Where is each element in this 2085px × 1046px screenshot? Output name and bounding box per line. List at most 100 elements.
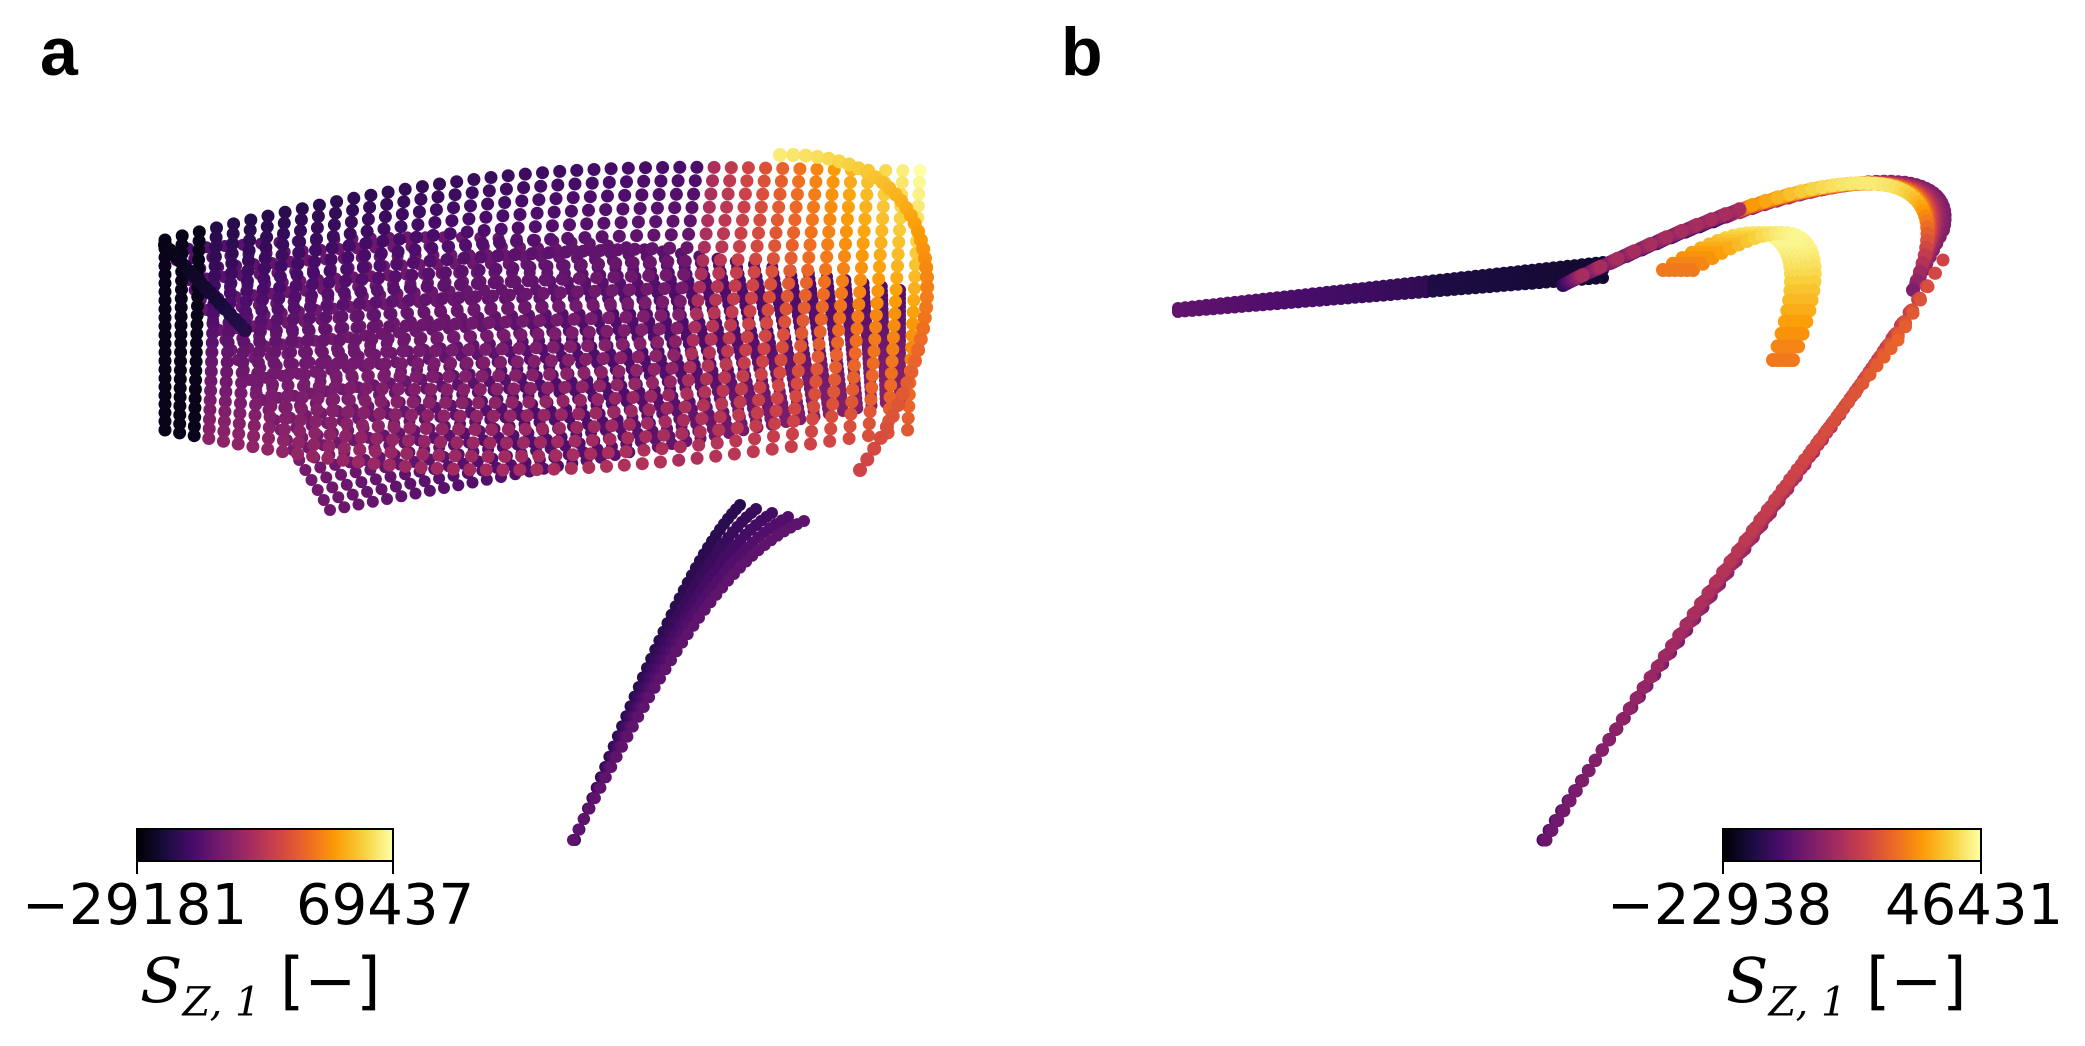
- scatter-point: [256, 293, 269, 307]
- scatter-point: [610, 378, 624, 392]
- scatter-point: [623, 418, 636, 431]
- scatter-point: [640, 416, 654, 430]
- colorbar-subscript-a: Z, 1: [182, 979, 261, 1026]
- scatter-point: [626, 256, 640, 270]
- scatter-point: [202, 432, 216, 445]
- scatter-point: [361, 485, 374, 498]
- scatter-point: [1768, 493, 1782, 507]
- scatter-point: [844, 407, 858, 421]
- scatter-point: [585, 433, 599, 447]
- scatter-point: [772, 200, 786, 214]
- scatter-point: [286, 312, 300, 326]
- scatter-point: [583, 190, 597, 204]
- scatter-point: [588, 792, 601, 805]
- scatter-point: [427, 357, 441, 371]
- scatter-point: [398, 182, 412, 196]
- scatter-point: [340, 417, 354, 431]
- scatter-point: [558, 380, 572, 394]
- scatter-point: [261, 209, 275, 223]
- scatter-point: [742, 317, 756, 331]
- scatter-point: [610, 750, 623, 763]
- scatter-point: [225, 247, 239, 260]
- scatter-point: [840, 212, 854, 226]
- scatter-point: [329, 206, 342, 220]
- scatter-point: [667, 348, 681, 362]
- scatter-point: [775, 340, 789, 354]
- scatter-point: [580, 217, 594, 231]
- scatter-point: [395, 490, 408, 503]
- scatter-point: [454, 278, 467, 292]
- scatter-point: [710, 280, 724, 293]
- scatter-point: [249, 398, 263, 412]
- scatter-point: [886, 342, 900, 356]
- scatter-point: [818, 275, 831, 289]
- scatter-point: [307, 266, 320, 280]
- scatter-point: [462, 212, 476, 226]
- scatter-point: [596, 352, 610, 366]
- scatter-point: [888, 307, 902, 321]
- scatter-point: [457, 251, 471, 265]
- scatter-point: [1576, 268, 1590, 282]
- scatter-point: [236, 356, 250, 369]
- scatter-point: [660, 401, 674, 415]
- scatter-point: [790, 187, 804, 201]
- scatter-point: [232, 417, 246, 431]
- scatter-point: [521, 274, 535, 288]
- scatter-point: [665, 654, 677, 667]
- scatter-point: [472, 396, 485, 410]
- scatter-point: [375, 483, 388, 496]
- scatter-point: [224, 266, 238, 280]
- scatter-point: [1799, 314, 1814, 329]
- scatter-point: [242, 254, 255, 268]
- scatter-point: [576, 244, 590, 258]
- scatter-point: [1760, 503, 1774, 517]
- scatter-point: [374, 247, 388, 260]
- scatter-point: [821, 151, 836, 166]
- scatter-point: [190, 336, 203, 350]
- scatter-point: [387, 420, 401, 434]
- scatter-point: [518, 422, 532, 436]
- scatter-point: [568, 177, 582, 191]
- scatter-point: [762, 290, 776, 304]
- scatter-point: [885, 354, 899, 368]
- scatter-point: [713, 253, 727, 267]
- scatter-point: [278, 412, 292, 425]
- scatter-point: [677, 413, 690, 427]
- scatter-point: [484, 302, 498, 316]
- scatter-point: [865, 381, 879, 394]
- scatter-point: [435, 422, 449, 436]
- scatter-point: [534, 179, 548, 193]
- scatter-point: [913, 332, 928, 347]
- scatter-point: [1805, 181, 1820, 196]
- scatter-point: [301, 334, 314, 348]
- scatter-point: [352, 498, 365, 511]
- scatter-point: [1718, 207, 1733, 222]
- scatter-point: [403, 421, 417, 435]
- scatter-point: [740, 174, 754, 188]
- scatter-point: [879, 164, 893, 177]
- scatter-point: [361, 369, 375, 383]
- scatter-point: [358, 248, 372, 262]
- scatter-point: [232, 427, 246, 441]
- scatter-point: [866, 356, 880, 370]
- scatter-point: [847, 358, 861, 372]
- scatter-point: [769, 404, 783, 418]
- scatter-point: [572, 407, 586, 421]
- scatter-point: [426, 228, 440, 242]
- scatter-point: [800, 276, 813, 290]
- scatter-point: [867, 441, 882, 456]
- scatter-point: [477, 224, 491, 237]
- scatter-point: [440, 253, 454, 267]
- scatter-point: [369, 296, 383, 309]
- scatter-point: [807, 200, 820, 214]
- scatter-point: [463, 463, 477, 477]
- scatter-point: [435, 292, 449, 306]
- scatter-point: [560, 367, 574, 381]
- scatter-point: [583, 802, 596, 815]
- scatter-point: [251, 356, 265, 370]
- scatter-point: [312, 380, 326, 394]
- scatter-point: [226, 227, 240, 241]
- scatter-point: [546, 340, 560, 354]
- scatter-point: [339, 274, 352, 288]
- scatter-point: [585, 176, 599, 190]
